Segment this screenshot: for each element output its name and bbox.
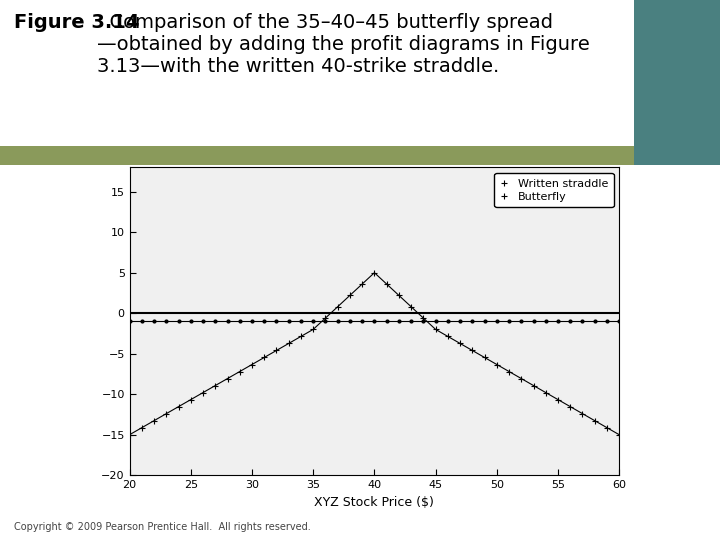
Text: Figure 3.14: Figure 3.14 <box>14 14 140 32</box>
Text: Comparison of the 35–40–45 butterfly spread
—obtained by adding the profit diagr: Comparison of the 35–40–45 butterfly spr… <box>97 14 590 77</box>
X-axis label: XYZ Stock Price ($): XYZ Stock Price ($) <box>315 496 434 509</box>
Text: 3-32: 3-32 <box>649 513 683 526</box>
Legend: Written straddle, Butterfly: Written straddle, Butterfly <box>495 173 613 207</box>
Text: Copyright © 2009 Pearson Prentice Hall.  All rights reserved.: Copyright © 2009 Pearson Prentice Hall. … <box>14 522 311 532</box>
Text: Profit ($): Profit ($) <box>66 148 120 161</box>
